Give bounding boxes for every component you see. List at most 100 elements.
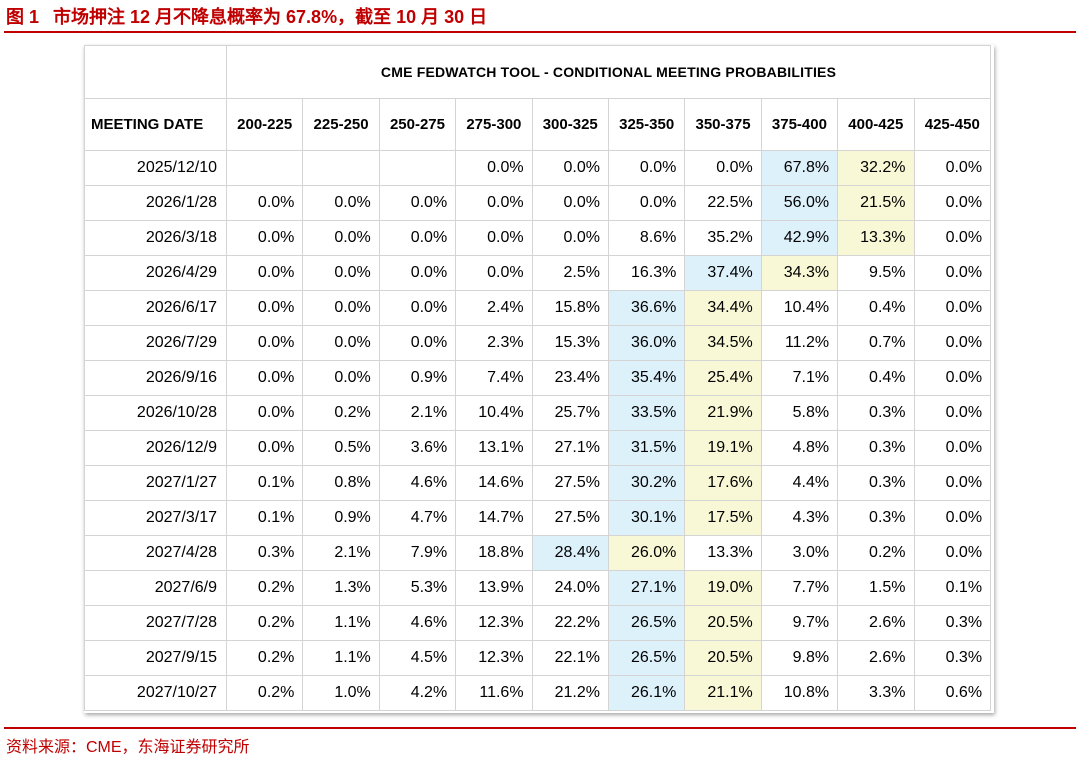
probability-cell: 17.5% [684,500,762,536]
table-row: 2026/7/29 0.0% 0.0% 0.0% 2.3% 15.3% 36.0% 34.5%… [84,325,992,361]
probability-cell: 0.0% [913,325,992,361]
probability-cell: 0.0% [455,150,533,186]
probability-cell: 0.3% [837,430,915,466]
probability-cell: 0.1% [225,500,304,536]
probability-cell: 0.3% [913,605,992,641]
probability-cell: 15.3% [531,325,609,361]
probability-cell: 4.8% [760,430,839,466]
probability-cell: 42.9% [760,220,839,256]
probability-cell: 20.5% [684,640,762,676]
probability-cell [378,150,457,186]
probability-cell: 0.0% [531,150,609,186]
probability-cell: 0.0% [302,360,380,396]
probability-cell: 0.0% [684,150,762,186]
probability-cell: 4.3% [760,500,839,536]
probability-cell: 7.1% [760,360,839,396]
probability-cell: 0.3% [837,500,915,536]
header-row: MEETING DATE 200-225 225-250 250-275 275-30… [84,98,992,151]
probability-cell: 23.4% [531,360,609,396]
probability-cell: 16.3% [607,255,686,291]
banner-row: CME FEDWATCH TOOL - CONDITIONAL MEETING … [84,45,992,99]
probability-cell: 0.0% [225,360,304,396]
corner-cell [84,45,227,99]
probability-cell: 0.0% [378,255,457,291]
probability-cell: 0.5% [302,430,380,466]
probability-cell: 0.0% [225,220,304,256]
probability-cell: 5.8% [760,395,839,431]
meeting-date-cell: 2026/9/16 [84,360,227,396]
rate-column-header: 350-375 [684,98,762,151]
footer-rule [4,727,1076,729]
figure-label: 图 1 [6,7,40,27]
probability-cell: 0.1% [913,570,992,606]
probability-cell: 0.0% [913,220,992,256]
probability-cell: 4.7% [378,500,457,536]
probability-cell: 0.0% [302,255,380,291]
probability-cell: 0.9% [302,500,380,536]
probability-table-panel: CME FEDWATCH TOOL - CONDITIONAL MEETING … [84,45,994,713]
probability-cell: 13.9% [455,570,533,606]
probability-cell: 4.5% [378,640,457,676]
table-row: 2026/10/28 0.0% 0.2% 2.1% 10.4% 25.7% 33.5% 21.… [84,395,992,431]
probability-cell: 31.5% [607,430,686,466]
rate-column-header: 325-350 [607,98,686,151]
probability-cell: 1.0% [302,675,380,711]
meeting-date-cell: 2027/10/27 [84,675,227,711]
rate-column-header: 375-400 [760,98,839,151]
probability-cell: 0.2% [225,675,304,711]
probability-cell: 14.6% [455,465,533,501]
probability-cell: 21.2% [531,675,609,711]
probability-cell: 0.8% [302,465,380,501]
probability-cell: 2.1% [302,535,380,571]
probability-cell: 0.0% [913,255,992,291]
probability-cell: 0.3% [225,535,304,571]
meeting-date-cell: 2026/12/9 [84,430,227,466]
probability-cell: 11.6% [455,675,533,711]
probability-cell: 0.0% [225,325,304,361]
probability-cell: 0.0% [913,185,992,221]
meeting-date-cell: 2026/7/29 [84,325,227,361]
probability-cell: 0.0% [913,150,992,186]
probability-cell: 0.0% [531,220,609,256]
probability-cell: 27.5% [531,465,609,501]
probability-cell: 0.2% [837,535,915,571]
probability-cell: 34.4% [684,290,762,326]
probability-cell: 0.0% [225,395,304,431]
meeting-date-cell: 2027/4/28 [84,535,227,571]
table-row: 2027/3/17 0.1% 0.9% 4.7% 14.7% 27.5% 30.1% 17.5… [84,500,992,536]
probability-cell: 0.0% [913,465,992,501]
probability-cell: 0.0% [378,220,457,256]
probability-cell: 35.4% [607,360,686,396]
table-body: 2025/12/10 0.0% 0.0% 0.0% 0.0% 67.8% 32.2% 0.0%… [84,150,992,711]
table-row: 2027/1/27 0.1% 0.8% 4.6% 14.6% 27.5% 30.2% 17.6… [84,465,992,501]
probability-cell: 9.8% [760,640,839,676]
table-row: 2027/10/27 0.2% 1.0% 4.2% 11.6% 21.2% 26.1% 21.… [84,675,992,711]
probability-cell [225,150,304,186]
probability-cell: 11.2% [760,325,839,361]
probability-cell: 18.8% [455,535,533,571]
probability-cell: 12.3% [455,640,533,676]
probability-cell: 19.1% [684,430,762,466]
probability-cell: 0.2% [225,570,304,606]
probability-cell: 3.6% [378,430,457,466]
probability-cell: 0.0% [455,255,533,291]
probability-cell: 1.5% [837,570,915,606]
probability-cell: 32.2% [837,150,915,186]
meeting-date-cell: 2027/1/27 [84,465,227,501]
probability-cell: 0.4% [837,360,915,396]
table-row: 2027/6/9 0.2% 1.3% 5.3% 13.9% 24.0% 27.1% 19.0%… [84,570,992,606]
probability-cell: 4.4% [760,465,839,501]
probability-cell: 5.3% [378,570,457,606]
probability-cell: 0.0% [225,430,304,466]
probability-cell: 10.8% [760,675,839,711]
probability-cell: 7.9% [378,535,457,571]
probability-cell: 0.3% [837,465,915,501]
probability-cell: 0.2% [225,640,304,676]
probability-cell: 21.5% [837,185,915,221]
meeting-date-cell: 2026/1/28 [84,185,227,221]
probability-cell: 10.4% [455,395,533,431]
probability-cell: 2.6% [837,640,915,676]
rate-column-header: 425-450 [913,98,992,151]
probability-cell: 26.5% [607,640,686,676]
probability-cell: 13.1% [455,430,533,466]
